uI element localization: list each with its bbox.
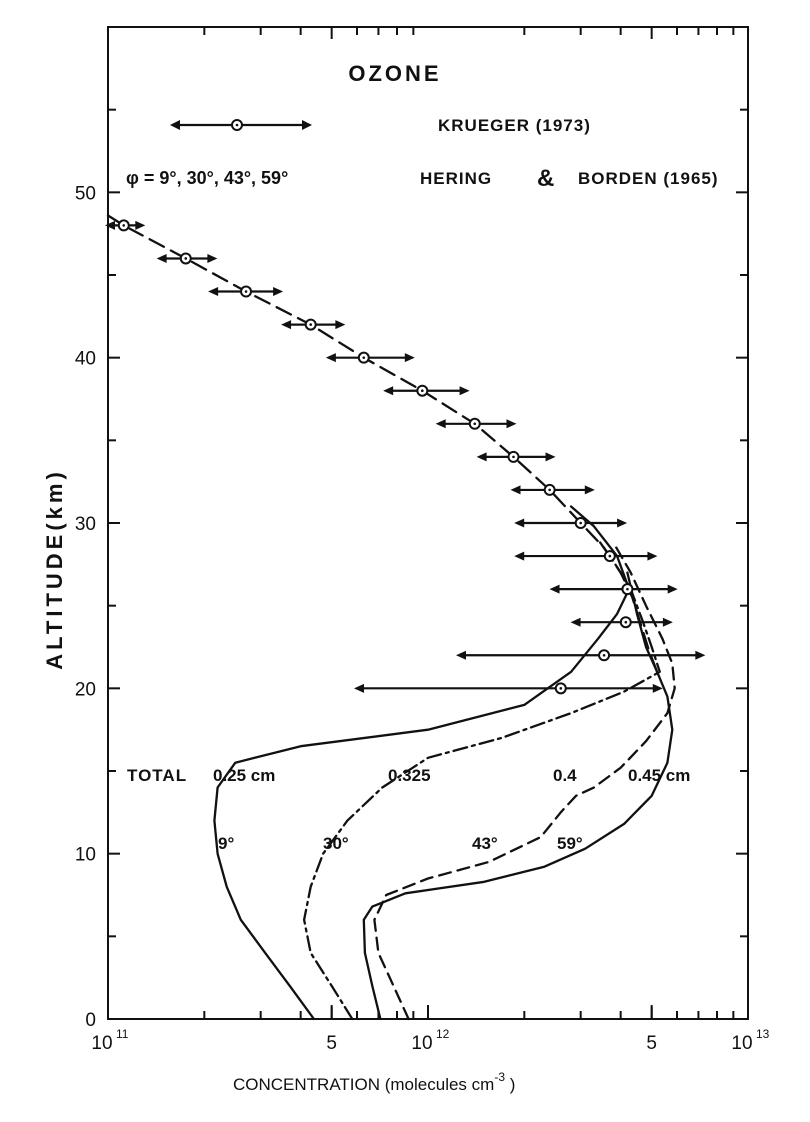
x-tick-label: 5	[646, 1033, 657, 1054]
error-bar-arrow-right	[667, 584, 678, 594]
error-bar-arrow-left	[570, 617, 581, 627]
error-bar-arrow-right	[135, 220, 146, 230]
y-tick-label: 40	[75, 349, 96, 370]
error-bar-arrow-left	[549, 584, 560, 594]
y-tick-label: 10	[75, 845, 96, 866]
x-tick-label: 10	[411, 1033, 432, 1054]
error-bar-arrow-left	[156, 253, 167, 263]
data-point-center	[122, 224, 126, 227]
error-bar-arrow-right	[584, 485, 595, 495]
x-axis-label: CONCENTRATION (molecules cm-3 )	[233, 1070, 515, 1094]
error-bar-arrow-right	[506, 419, 517, 429]
x-tick-label: 5	[326, 1033, 337, 1054]
total-value-9: 0.25 cm	[213, 766, 275, 785]
legend-borden-label: BORDEN (1965)	[578, 169, 719, 188]
y-tick-label: 0	[85, 1010, 96, 1031]
error-bar-arrow-left	[105, 220, 115, 230]
error-bar-arrow-right	[273, 287, 284, 297]
error-bar-arrow-left	[435, 419, 446, 429]
error-bar-arrow-right	[662, 617, 673, 627]
total-label: TOTAL	[127, 766, 187, 785]
total-value-59: 0.45 cm	[628, 766, 690, 785]
angle-label-30: 30°	[323, 834, 349, 853]
x-tick-exponent: 13	[756, 1027, 770, 1041]
error-bar-arrow-right	[335, 320, 346, 330]
data-point-center	[309, 323, 313, 326]
data-point-center	[608, 554, 612, 558]
legend-phi-label: φ = 9°, 30°, 43°, 59°	[126, 168, 288, 188]
series-line-4	[106, 214, 659, 673]
y-tick-label: 50	[75, 183, 96, 204]
data-point-center	[579, 521, 582, 525]
error-bar-arrow-right	[545, 452, 556, 462]
error-bar-arrow-left	[514, 551, 525, 561]
data-point-center	[559, 687, 563, 690]
data-point-center	[244, 290, 248, 293]
angle-label-9: 9°	[218, 834, 234, 853]
legend-hering-label: HERING	[420, 169, 492, 188]
data-point-center	[512, 455, 515, 459]
error-bar-arrow-right	[617, 518, 628, 528]
angle-label-43: 43°	[472, 834, 498, 853]
total-value-30: 0.325	[388, 766, 431, 785]
error-bar-arrow-right	[647, 551, 658, 561]
angle-label-59: 59°	[557, 834, 583, 853]
error-bar-arrow-left	[514, 518, 525, 528]
x-tick-exponent: 11	[116, 1027, 129, 1041]
data-point-center	[624, 620, 628, 624]
error-bar-arrow-right	[404, 353, 415, 363]
series-line-2	[373, 541, 676, 1021]
error-bar-arrow-left	[383, 386, 394, 396]
y-axis-label: ALTITUDE(km)	[42, 468, 67, 670]
series-line-3	[362, 571, 674, 1021]
x-tick-label: 10	[91, 1033, 112, 1054]
legend-ampersand: &	[537, 165, 554, 192]
data-point-center	[184, 257, 188, 260]
chart-title: OZONE	[348, 61, 441, 86]
legend-krueger-marker	[170, 119, 312, 131]
error-bar-arrow-right	[459, 386, 470, 396]
series-line-1	[302, 538, 661, 1021]
error-bar-arrow-right	[652, 683, 663, 693]
legend-krueger-label: KRUEGER (1973)	[438, 116, 591, 135]
data-point-center	[602, 653, 606, 657]
error-bar-arrow-right	[207, 253, 218, 263]
x-tick-label: 10	[731, 1033, 752, 1054]
y-tick-label: 20	[75, 679, 96, 700]
error-bar-arrow-left	[281, 320, 292, 330]
error-bar-arrow-left	[325, 353, 336, 363]
x-tick-exponent: 12	[436, 1027, 450, 1041]
error-bar-arrow-left	[354, 683, 365, 693]
x-axis-label-exponent: -3	[494, 1070, 505, 1084]
error-bar-arrow-left	[510, 485, 521, 495]
data-point-center	[626, 587, 629, 591]
total-value-43: 0.4	[553, 766, 577, 785]
data-point-center	[473, 422, 477, 426]
x-axis-label-end: )	[505, 1075, 515, 1094]
y-tick-label: 30	[75, 514, 96, 535]
error-bar-arrow-left	[456, 650, 467, 660]
error-bar-arrow-left	[476, 452, 487, 462]
error-bar-arrow-left	[208, 287, 219, 297]
data-point-center	[362, 356, 366, 359]
data-point-center	[421, 389, 424, 393]
data-point-center	[548, 488, 551, 492]
error-bar-arrow-right	[695, 650, 706, 660]
